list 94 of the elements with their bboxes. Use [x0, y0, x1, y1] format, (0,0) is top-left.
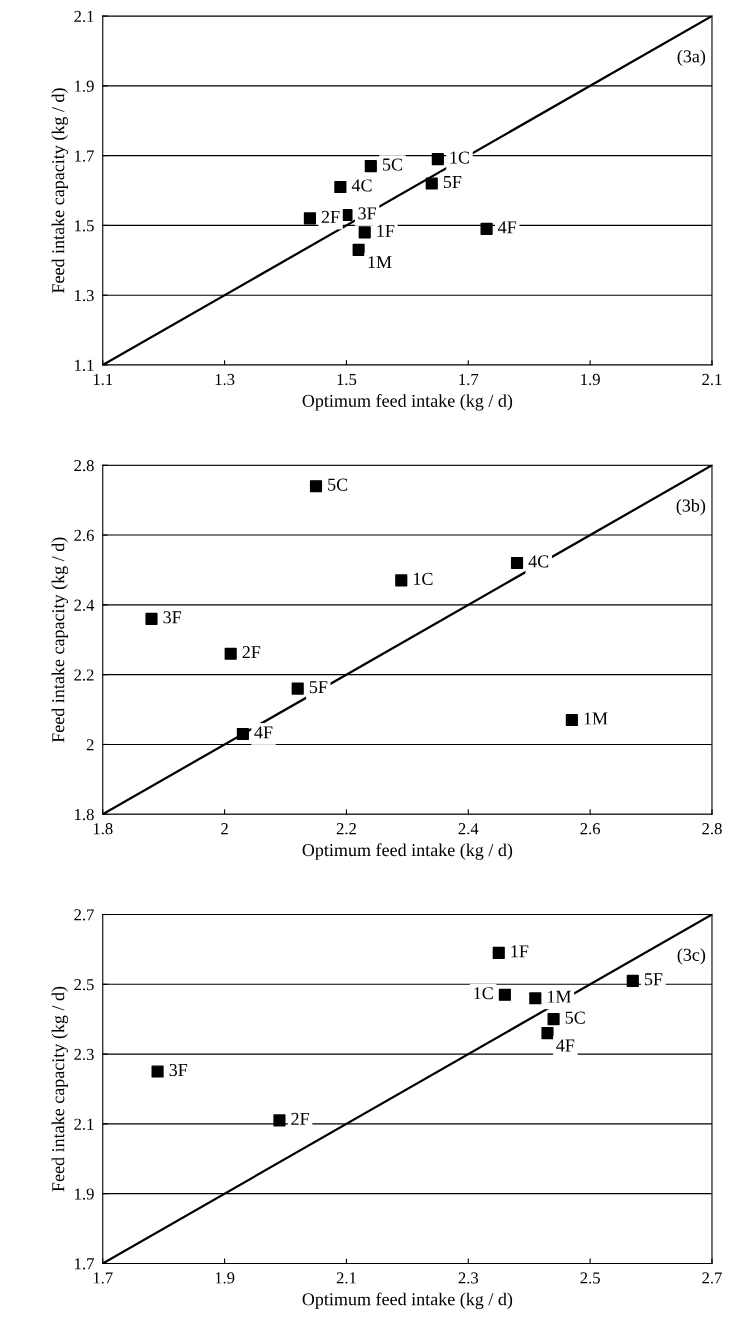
x-tick-label: 1.7: [459, 373, 479, 386]
annotation: 3F: [358, 207, 376, 220]
y-tick-label: 1.7: [75, 1258, 94, 1270]
point: [529, 992, 542, 1005]
y-tick-label: 2.5: [74, 979, 94, 991]
x-tick-label: 2.7: [702, 1272, 722, 1284]
point: [291, 682, 304, 695]
annotation: 4F: [556, 1039, 575, 1052]
annotation: 1M: [584, 712, 608, 725]
y-tick-label: 1.5: [75, 220, 94, 232]
annotation: 5C: [565, 1011, 585, 1024]
y-axis-title: Feed intake capacity (kg / d): [51, 986, 69, 1192]
annotation: 5C: [382, 158, 402, 171]
annotation: 2F: [242, 646, 261, 659]
point: [565, 713, 578, 727]
point: [492, 946, 505, 959]
annotation: 4F: [254, 726, 273, 739]
y-axis-title: Feed intake capacity (kg / d): [51, 537, 69, 743]
y-tick-label: 2.7: [74, 909, 94, 921]
point: [334, 180, 347, 194]
annotation: 1C: [474, 987, 493, 1000]
point: [358, 226, 371, 239]
annotation: (3a): [677, 49, 706, 67]
annotation: 5F: [443, 176, 462, 189]
x-tick-label: 2.8: [702, 823, 722, 835]
x-tick-label: 2.3: [458, 1272, 479, 1284]
y-tick-label: 2.1: [74, 10, 94, 23]
y-tick-label: 2.1: [74, 1118, 94, 1130]
y-tick-label: 2.6: [74, 529, 94, 542]
annotation: 5F: [644, 973, 663, 986]
x-tick-label: 2: [221, 823, 228, 835]
x-tick-label: 2.5: [580, 1272, 600, 1284]
point: [224, 647, 237, 660]
x-axis-title: Optimum feed intake (kg / d): [302, 394, 513, 411]
point: [273, 1114, 286, 1127]
annotation: 5C: [328, 478, 348, 491]
annotation: 3F: [163, 611, 182, 624]
y-axis-title: Feed intake capacity (kg / d): [51, 88, 69, 294]
annotation: 1C: [450, 151, 470, 164]
point: [303, 212, 316, 225]
annotation: 4C: [528, 555, 549, 568]
point: [309, 480, 323, 493]
point: [145, 612, 158, 625]
y-tick-label: 2.8: [74, 459, 94, 472]
x-tick-label: 2.2: [336, 823, 356, 835]
point: [498, 988, 511, 1001]
x-tick-label: 1.7: [93, 1272, 113, 1284]
point: [547, 1013, 560, 1026]
y-tick-label: 2.2: [74, 669, 94, 681]
y-tick-label: 1.9: [75, 80, 94, 92]
annotation: (3b): [676, 498, 706, 516]
y-tick-label: 1.7: [75, 150, 94, 162]
annotation: 4C: [351, 179, 372, 192]
x-tick-label: 2.4: [458, 823, 479, 835]
annotation: 4F: [498, 221, 517, 234]
y-tick-label: 1.1: [75, 359, 94, 372]
point: [541, 1027, 554, 1040]
x-axis-title: Optimum feed intake (kg / d): [302, 843, 513, 860]
x-tick-label: 1.9: [215, 1272, 235, 1284]
y-tick-label: 1.8: [75, 808, 94, 821]
annotation: 1M: [368, 256, 392, 269]
point: [480, 222, 493, 235]
point: [395, 574, 408, 587]
point: [151, 1065, 164, 1078]
annotation: 2F: [321, 210, 340, 223]
x-tick-label: 1.8: [93, 823, 113, 835]
point: [425, 177, 438, 190]
x-tick-label: 1.3: [215, 373, 235, 386]
x-tick-label: 2.1: [336, 1272, 356, 1284]
annotation: (3c): [677, 948, 706, 965]
x-axis-title: Optimum feed intake (kg / d): [302, 1292, 513, 1310]
annotation: 2F: [291, 1112, 309, 1125]
annotation: 3F: [169, 1063, 188, 1077]
annotation: 1F: [377, 224, 395, 237]
x-tick-label: 1.1: [93, 373, 113, 386]
point: [236, 727, 249, 741]
y-tick-label: 1.3: [75, 289, 94, 302]
point: [510, 556, 524, 570]
y-tick-label: 2: [86, 739, 94, 751]
point: [626, 974, 639, 987]
annotation: 1C: [413, 572, 433, 585]
x-tick-label: 1.9: [581, 373, 600, 386]
x-tick-label: 2.6: [580, 823, 601, 835]
point: [364, 160, 377, 173]
x-tick-label: 2.1: [702, 373, 722, 386]
annotation: 1F: [511, 945, 529, 958]
x-tick-label: 1.5: [337, 373, 357, 386]
y-tick-label: 1.9: [75, 1188, 94, 1200]
annotation: 5F: [309, 681, 328, 694]
y-tick-label: 2.4: [74, 599, 95, 611]
point: [352, 243, 365, 256]
y-tick-label: 2.3: [74, 1048, 94, 1061]
annotation: 1M: [548, 990, 571, 1003]
point: [431, 153, 444, 166]
